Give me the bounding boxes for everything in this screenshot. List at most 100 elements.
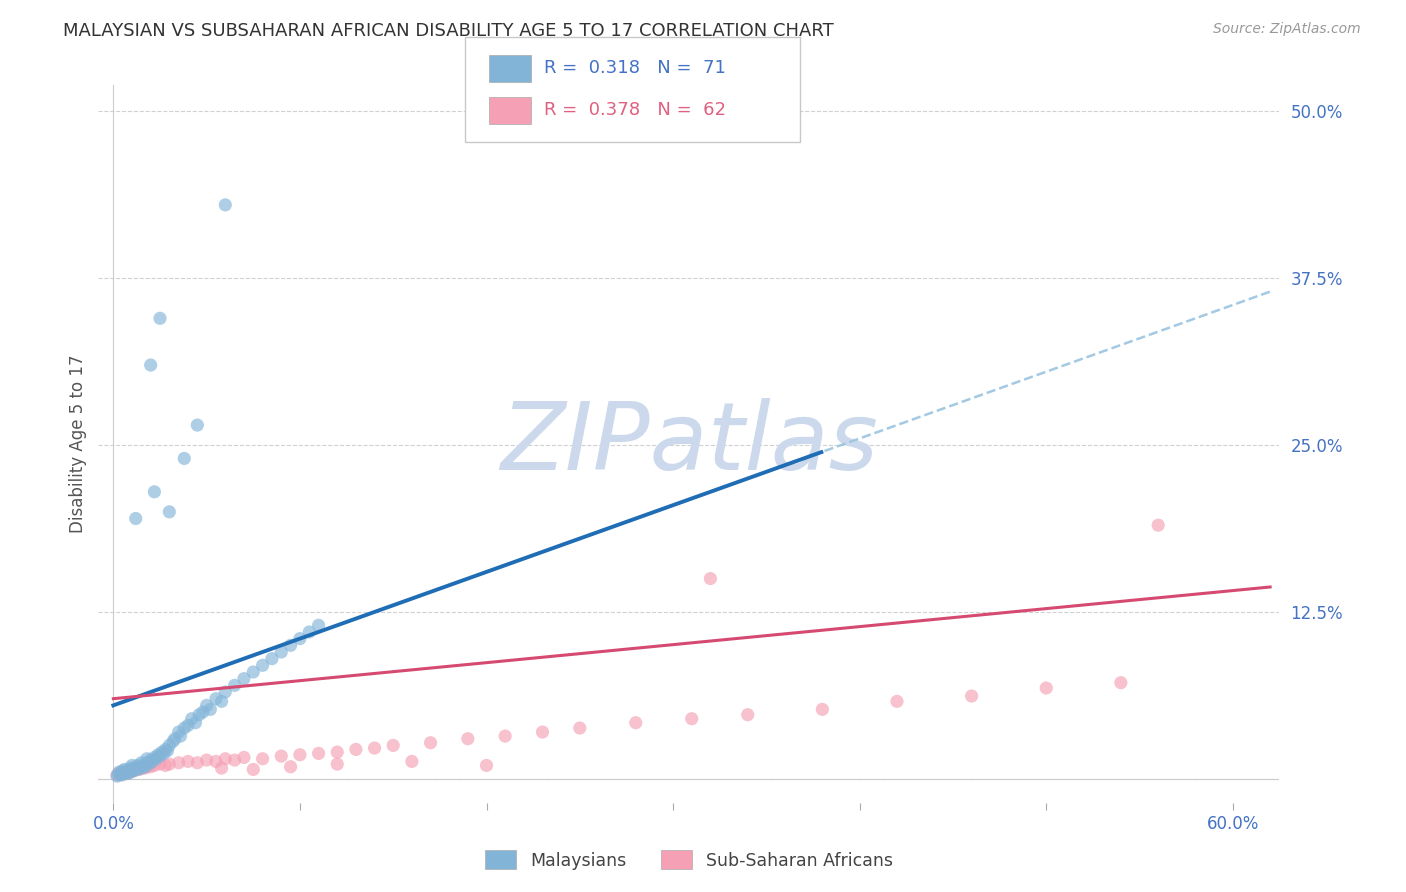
Point (205, 691, 228, 706)
Point (139, 753, 162, 767)
Point (457, 731, 479, 746)
Point (163, 731, 186, 746)
Point (260, 651, 283, 665)
Point (114, 766, 136, 780)
Point (139, 760, 162, 774)
Point (214, 752, 236, 766)
Point (214, 198, 236, 212)
Point (195, 753, 218, 767)
Y-axis label: Disability Age 5 to 17: Disability Age 5 to 17 (69, 354, 87, 533)
Point (224, 678, 246, 692)
Point (205, 755, 228, 769)
Point (127, 761, 149, 775)
Point (122, 764, 145, 778)
Point (120, 765, 142, 780)
Point (280, 760, 302, 774)
Point (108, 766, 131, 780)
Point (494, 729, 516, 743)
Point (167, 725, 190, 739)
Point (382, 739, 405, 753)
Point (125, 763, 148, 777)
Point (138, 758, 160, 772)
Point (224, 753, 246, 767)
Point (186, 418, 208, 433)
Point (111, 765, 134, 780)
Point (242, 665, 264, 679)
Point (173, 721, 195, 735)
Point (270, 749, 292, 764)
Point (108, 768, 131, 782)
Text: R =  0.318   N =  71: R = 0.318 N = 71 (544, 59, 725, 77)
Point (298, 624, 321, 639)
Point (214, 685, 236, 699)
Point (960, 689, 983, 703)
Point (132, 760, 155, 774)
Point (157, 757, 180, 772)
Point (111, 766, 134, 780)
Point (233, 750, 256, 764)
Point (211, 694, 233, 708)
Point (114, 765, 136, 780)
Point (111, 768, 134, 782)
Point (531, 725, 554, 739)
Point (128, 763, 150, 777)
Point (169, 729, 191, 743)
Point (1109, 675, 1132, 690)
Point (141, 755, 163, 769)
Point (121, 763, 143, 777)
Point (149, 749, 172, 764)
Point (162, 734, 184, 748)
Point (136, 760, 159, 774)
Point (156, 744, 179, 758)
Point (167, 756, 190, 770)
Point (157, 739, 180, 753)
Point (186, 756, 208, 770)
Point (308, 618, 330, 632)
Point (184, 715, 207, 730)
Point (105, 768, 128, 782)
Point (681, 712, 703, 726)
Point (155, 742, 177, 756)
Point (252, 752, 274, 766)
Point (138, 757, 160, 772)
Point (110, 768, 132, 782)
Point (195, 698, 218, 713)
Point (121, 758, 143, 772)
Point (117, 764, 139, 778)
Point (280, 638, 302, 652)
Point (624, 715, 647, 730)
Point (127, 763, 149, 777)
Point (114, 763, 136, 777)
Text: R =  0.378   N =  62: R = 0.378 N = 62 (544, 101, 725, 119)
Point (308, 747, 330, 761)
Point (143, 758, 166, 772)
Point (177, 718, 200, 732)
Point (136, 756, 159, 770)
Point (200, 702, 222, 716)
Point (288, 632, 311, 646)
Point (152, 747, 174, 761)
Point (121, 763, 143, 777)
Point (139, 358, 162, 372)
Point (242, 763, 264, 777)
Point (188, 707, 211, 722)
Point (326, 745, 349, 759)
Point (811, 702, 834, 716)
Point (363, 741, 385, 756)
Point (110, 766, 132, 780)
Point (149, 311, 172, 326)
Point (149, 757, 172, 772)
Point (108, 765, 131, 780)
Point (122, 764, 145, 778)
Point (886, 694, 908, 708)
Point (180, 712, 202, 726)
Point (117, 766, 139, 780)
Point (146, 747, 169, 762)
Point (233, 672, 256, 686)
Point (157, 505, 180, 519)
Point (143, 750, 166, 764)
Point (288, 747, 311, 762)
Point (120, 765, 142, 780)
Point (173, 451, 195, 466)
Point (117, 764, 139, 778)
